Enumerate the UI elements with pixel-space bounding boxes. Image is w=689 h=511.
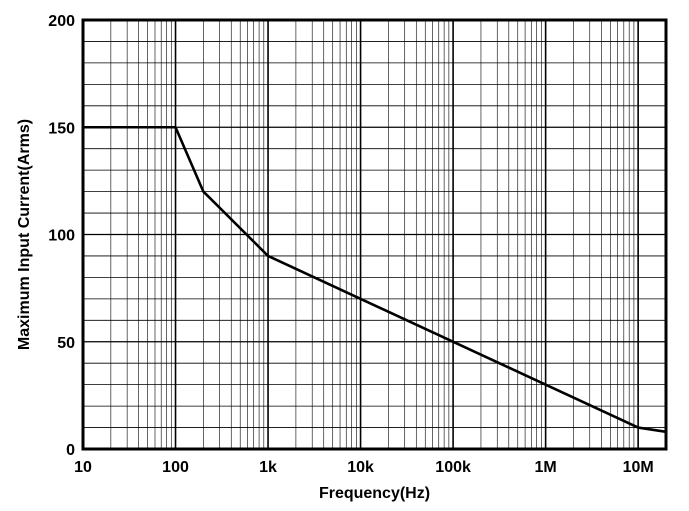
x-tick-label: 100k xyxy=(435,459,471,476)
y-tick-label: 150 xyxy=(48,120,75,137)
plot-frame xyxy=(81,18,668,451)
y-tick-labels: 0 50 100 150 200 xyxy=(48,13,75,459)
x-tick-label: 10M xyxy=(623,459,654,476)
series-layer xyxy=(81,125,668,434)
y-tick-label: 200 xyxy=(48,13,75,30)
y-tick-label: 0 xyxy=(66,442,75,459)
y-axis-title: Maximum Input Current(Arms) xyxy=(16,119,33,350)
y-tick-label: 100 xyxy=(48,228,75,245)
y-tick-label: 50 xyxy=(57,335,75,352)
series-line-0 xyxy=(81,125,668,434)
x-tick-label: 10 xyxy=(74,459,92,476)
x-tick-label: 1M xyxy=(535,459,557,476)
x-tick-label: 10k xyxy=(347,459,374,476)
x-tick-label: 1k xyxy=(259,459,277,476)
x-axis-title: Frequency(Hz) xyxy=(319,485,430,502)
x-tick-labels: 10 100 1k 10k 100k 1M 10M xyxy=(74,459,654,476)
x-tick-label: 100 xyxy=(162,459,189,476)
